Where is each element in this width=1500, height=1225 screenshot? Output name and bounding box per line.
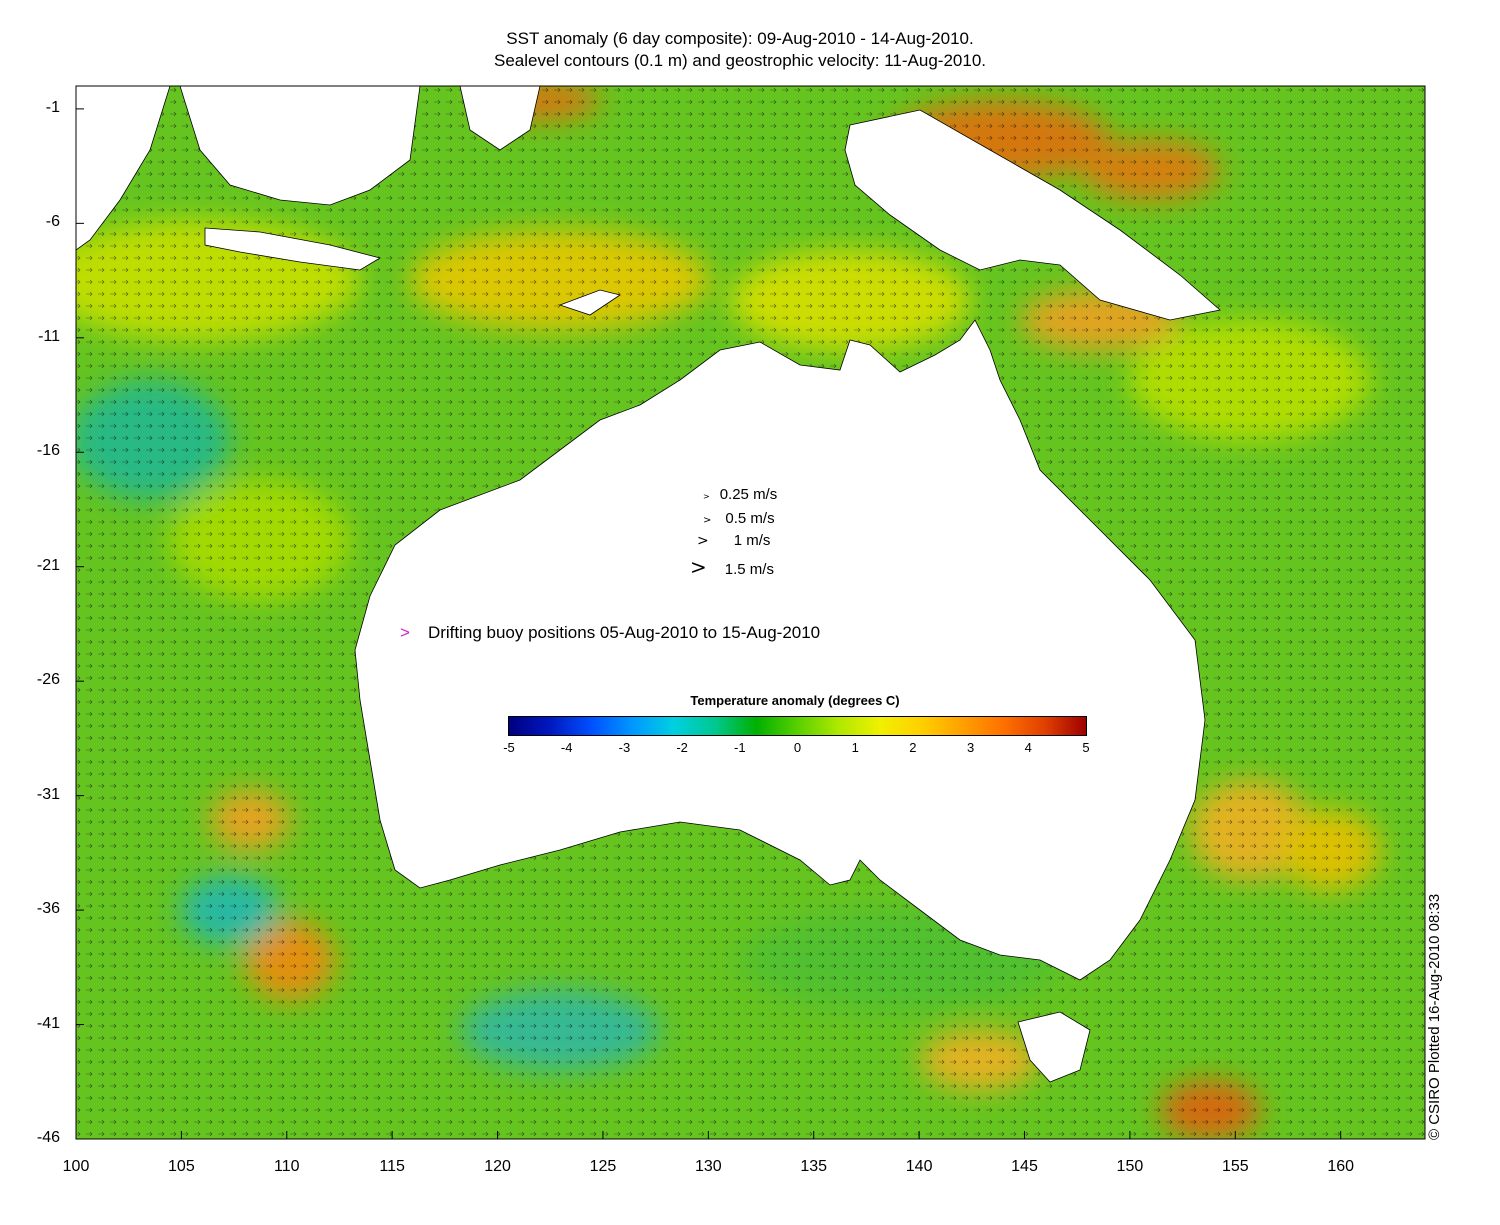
x-tick-label: 135 — [800, 1158, 828, 1175]
timor — [558, 289, 621, 316]
java — [204, 227, 382, 271]
velocity-label-15: 1.5 m/s — [724, 561, 774, 578]
colorbar-tick-label: -3 — [618, 740, 631, 755]
velocity-label-05: 0.5 m/s — [725, 510, 775, 527]
arrow-1-icon: > — [697, 533, 709, 549]
colorbar-tick-label: -2 — [676, 740, 688, 755]
new-guinea — [844, 109, 1221, 321]
x-tick-label: 115 — [379, 1158, 405, 1175]
x-tick-label: 105 — [168, 1158, 195, 1175]
colorbar-tick-label: -4 — [560, 740, 573, 755]
buoy-legend-label: Drifting buoy positions 05-Aug-2010 to 1… — [427, 623, 821, 642]
colorbar-tick-label: 3 — [966, 740, 975, 755]
y-tick-label: -1 — [45, 98, 60, 116]
y-tick-label: -21 — [36, 556, 60, 574]
y-tick-label: -31 — [36, 785, 60, 803]
x-tick-label: 130 — [694, 1158, 722, 1175]
colorbar-title: Temperature anomaly (degrees C) — [690, 693, 900, 708]
arrow-05-icon: > — [703, 515, 712, 526]
x-tick-label: 120 — [484, 1158, 511, 1175]
sumatra — [76, 86, 171, 251]
sulawesi — [459, 86, 541, 151]
y-axis-ticks — [76, 108, 84, 1140]
title-line-2: Sealevel contours (0.1 m) and geostrophi… — [493, 51, 986, 70]
y-tick-label: -46 — [36, 1129, 60, 1146]
colorbar-tick-label: 2 — [909, 740, 917, 755]
map-title: SST anomaly (6 day composite): 09-Aug-20… — [300, 28, 1180, 72]
arrow-025-icon: > — [703, 492, 710, 501]
y-tick-label: -11 — [38, 327, 60, 345]
velocity-legend-05: >0.5 m/s — [703, 510, 775, 527]
x-tick-label: 110 — [274, 1158, 300, 1175]
colorbar-tick-label: 1 — [851, 740, 859, 755]
colorbar — [508, 716, 1087, 736]
land-masses — [76, 86, 1221, 1083]
x-tick-label: 150 — [1116, 1158, 1144, 1175]
buoy-legend: > Drifting buoy positions 05-Aug-2010 to … — [400, 623, 820, 643]
colorbar-tick-label: -5 — [503, 740, 515, 755]
borneo — [179, 86, 421, 206]
australia-mainland — [354, 319, 1206, 981]
x-tick-label: 145 — [1011, 1158, 1038, 1175]
colorbar-tick-label: 4 — [1024, 740, 1032, 755]
colorbar-tick-label: 5 — [1082, 740, 1090, 755]
credit-text: © CSIRO Plotted 16-Aug-2010 08:33 — [1426, 893, 1443, 1140]
y-tick-label: -41 — [36, 1014, 60, 1032]
x-tick-label: 100 — [62, 1158, 90, 1175]
colorbar-tick-label: 0 — [793, 740, 802, 755]
y-tick-label: -36 — [36, 900, 60, 918]
plot-frame — [75, 85, 1426, 1140]
x-tick-label: 160 — [1327, 1158, 1355, 1175]
x-tick-label: 125 — [589, 1158, 617, 1175]
buoy-marker-icon: > — [400, 623, 410, 642]
velocity-label-1: 1 m/s — [733, 532, 771, 549]
x-axis-ticks — [75, 1131, 1342, 1139]
title-line-1: SST anomaly (6 day composite): 09-Aug-20… — [506, 29, 974, 48]
y-tick-label: -26 — [36, 671, 60, 689]
velocity-legend-15: >1.5 m/s — [690, 555, 774, 579]
x-tick-label: 140 — [905, 1158, 933, 1175]
velocity-label-025: 0.25 m/s — [719, 486, 778, 503]
velocity-legend-025: >0.25 m/s — [703, 486, 777, 503]
tasmania — [1017, 1011, 1091, 1083]
sst-field — [76, 86, 1425, 1139]
y-tick-label: -6 — [45, 213, 60, 231]
velocity-legend-1: >1 m/s — [697, 532, 770, 549]
y-tick-label: -16 — [36, 442, 60, 460]
colorbar-tick-label: -1 — [734, 740, 746, 755]
arrow-15-icon: > — [690, 555, 707, 579]
x-tick-label: 155 — [1221, 1158, 1249, 1175]
